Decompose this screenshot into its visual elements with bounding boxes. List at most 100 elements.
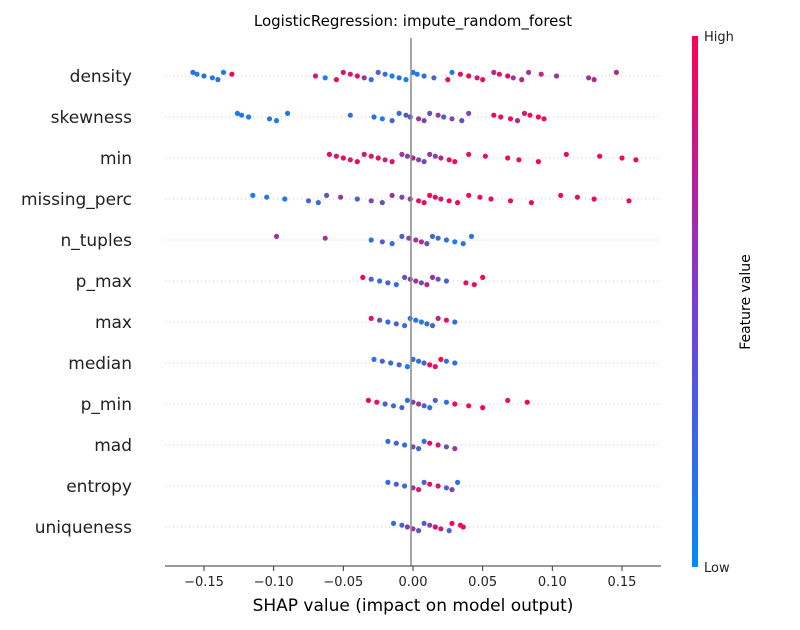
shap-point xyxy=(505,73,511,79)
shap-point xyxy=(371,356,377,362)
shap-point xyxy=(382,157,388,163)
shap-point xyxy=(413,317,419,323)
shap-point xyxy=(431,75,437,81)
feature-label: mad xyxy=(94,436,132,456)
shap-point xyxy=(416,487,422,493)
shap-point xyxy=(368,237,374,243)
shap-point xyxy=(597,153,603,159)
shap-point xyxy=(424,321,430,327)
shap-point xyxy=(347,71,353,77)
shap-point xyxy=(427,405,433,411)
shap-point xyxy=(449,520,455,527)
shap-point xyxy=(282,196,288,202)
shap-point xyxy=(340,69,346,75)
shap-point xyxy=(215,77,221,83)
shap-point xyxy=(379,239,385,245)
shap-point xyxy=(379,200,385,206)
shap-point xyxy=(396,362,402,368)
shap-point xyxy=(446,528,452,534)
shap-point xyxy=(443,399,449,405)
shap-point xyxy=(455,479,461,485)
shap-point xyxy=(389,192,395,198)
shap-point xyxy=(379,358,385,364)
shap-point xyxy=(416,358,422,364)
shap-point xyxy=(574,194,581,200)
colorbar xyxy=(692,36,698,567)
shap-point xyxy=(443,444,449,450)
shap-point xyxy=(354,196,360,202)
x-tick-label: 0.15 xyxy=(608,575,637,590)
shap-point xyxy=(418,280,424,286)
shap-point xyxy=(429,274,436,280)
shap-point xyxy=(480,274,486,280)
shap-point xyxy=(446,198,452,204)
shap-point xyxy=(368,315,374,321)
shap-point xyxy=(466,110,472,116)
shap-point xyxy=(399,522,405,528)
shap-point xyxy=(407,196,413,202)
shap-point xyxy=(389,159,395,165)
shap-point xyxy=(558,192,564,198)
shap-point xyxy=(460,241,466,247)
shap-point xyxy=(466,403,472,409)
shap-point xyxy=(421,73,427,79)
feature-label: max xyxy=(95,313,132,333)
x-ticks: −0.15 −0.10 −0.05 0.00 0.05 0.10 0.15 xyxy=(184,566,636,590)
shap-point xyxy=(416,157,422,163)
shap-point xyxy=(613,69,620,75)
feature-label: p_max xyxy=(76,272,132,292)
shap-point xyxy=(368,153,374,159)
shap-point xyxy=(591,77,597,83)
shap-point xyxy=(246,114,252,120)
shap-point xyxy=(466,73,472,79)
shap-point xyxy=(407,276,413,282)
shap-point xyxy=(371,114,377,120)
shap-point xyxy=(498,114,504,120)
shap-point xyxy=(524,399,530,405)
shap-point xyxy=(435,315,441,321)
shap-point xyxy=(324,192,330,198)
shap-point xyxy=(377,278,383,284)
shap-point xyxy=(413,237,419,243)
shap-point xyxy=(435,483,441,489)
shap-point xyxy=(514,118,521,124)
x-axis-label: SHAP value (impact on model output) xyxy=(253,596,574,616)
shap-point xyxy=(452,446,458,452)
shap-point xyxy=(528,200,535,206)
shap-point xyxy=(393,321,399,327)
shap-point xyxy=(455,200,461,206)
x-tick-label: 0.00 xyxy=(399,575,428,590)
shap-point xyxy=(477,194,483,200)
shap-point xyxy=(312,73,319,79)
shap-point xyxy=(201,73,207,79)
x-tick-label: −0.15 xyxy=(184,575,224,590)
shap-point xyxy=(468,233,475,239)
shap-point xyxy=(404,397,410,403)
shap-point xyxy=(322,75,328,81)
shap-point xyxy=(399,405,405,411)
shap-point xyxy=(399,151,405,157)
shap-point xyxy=(435,442,441,448)
shap-point xyxy=(452,319,458,325)
shap-point xyxy=(333,153,339,159)
shap-point xyxy=(626,198,632,204)
shap-point xyxy=(220,69,227,75)
shap-point xyxy=(432,153,438,159)
shap-point xyxy=(519,77,525,83)
shap-point xyxy=(399,233,405,239)
feature-label: entropy xyxy=(66,477,132,497)
shap-point xyxy=(541,116,547,122)
shap-point xyxy=(374,399,380,405)
x-tick-label: 0.10 xyxy=(538,575,567,590)
feature-label: missing_perc xyxy=(21,190,132,210)
shap-point xyxy=(368,77,374,83)
shap-point xyxy=(418,319,424,325)
x-tick-label: −0.10 xyxy=(254,575,294,590)
shap-point xyxy=(452,239,458,245)
shap-point xyxy=(393,282,399,288)
shap-point xyxy=(449,487,455,493)
shap-point xyxy=(421,360,427,366)
shap-point xyxy=(496,71,502,77)
shap-point xyxy=(389,241,395,247)
